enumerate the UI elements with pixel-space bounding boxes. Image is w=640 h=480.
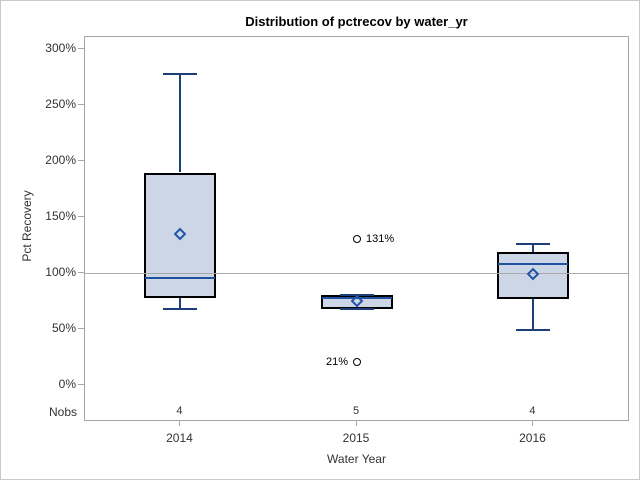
x-tick-mark — [356, 421, 357, 426]
upper-whisker-cap — [340, 293, 374, 296]
chart-title: Distribution of pctrecov by water_yr — [245, 14, 468, 29]
lower-whisker-cap — [340, 308, 374, 311]
nobs-row-label: Nobs — [48, 405, 77, 419]
y-axis-title: Pct Recovery — [20, 190, 34, 262]
lower-whisker — [532, 299, 535, 331]
upper-whisker — [179, 73, 182, 173]
outlier-marker — [353, 357, 361, 366]
y-tick-label: 0% — [58, 377, 76, 392]
outlier-label: 21% — [325, 355, 348, 368]
box-2016 — [497, 252, 570, 300]
lower-whisker-cap — [163, 308, 198, 311]
x-tick-mark — [532, 421, 534, 426]
y-tick-label: 50% — [51, 321, 76, 336]
y-tick-label: 200% — [45, 153, 76, 168]
lower-whisker-cap — [516, 329, 551, 332]
median-line — [498, 263, 569, 266]
x-tick-label-2016: 2016 — [519, 431, 546, 445]
outlier-marker — [353, 234, 361, 243]
outlier-label: 131% — [366, 232, 395, 245]
lower-whisker — [179, 297, 182, 310]
median-line — [322, 296, 392, 299]
x-tick-label-2015: 2015 — [342, 431, 370, 445]
upper-whisker-cap — [163, 72, 198, 75]
y-tick-label: 250% — [45, 97, 76, 112]
reference-line-100pct — [85, 272, 628, 274]
x-tick-mark — [179, 421, 181, 426]
y-tick-label: 300% — [45, 41, 76, 56]
x-tick-label-2014: 2014 — [166, 431, 193, 445]
plot-area: 131% 21% — [84, 36, 629, 421]
upper-whisker-cap — [516, 243, 551, 246]
x-axis-title: Water Year — [327, 452, 386, 466]
y-tick-label: 100% — [45, 265, 76, 280]
upper-whisker — [532, 244, 535, 252]
median-line — [145, 276, 216, 279]
